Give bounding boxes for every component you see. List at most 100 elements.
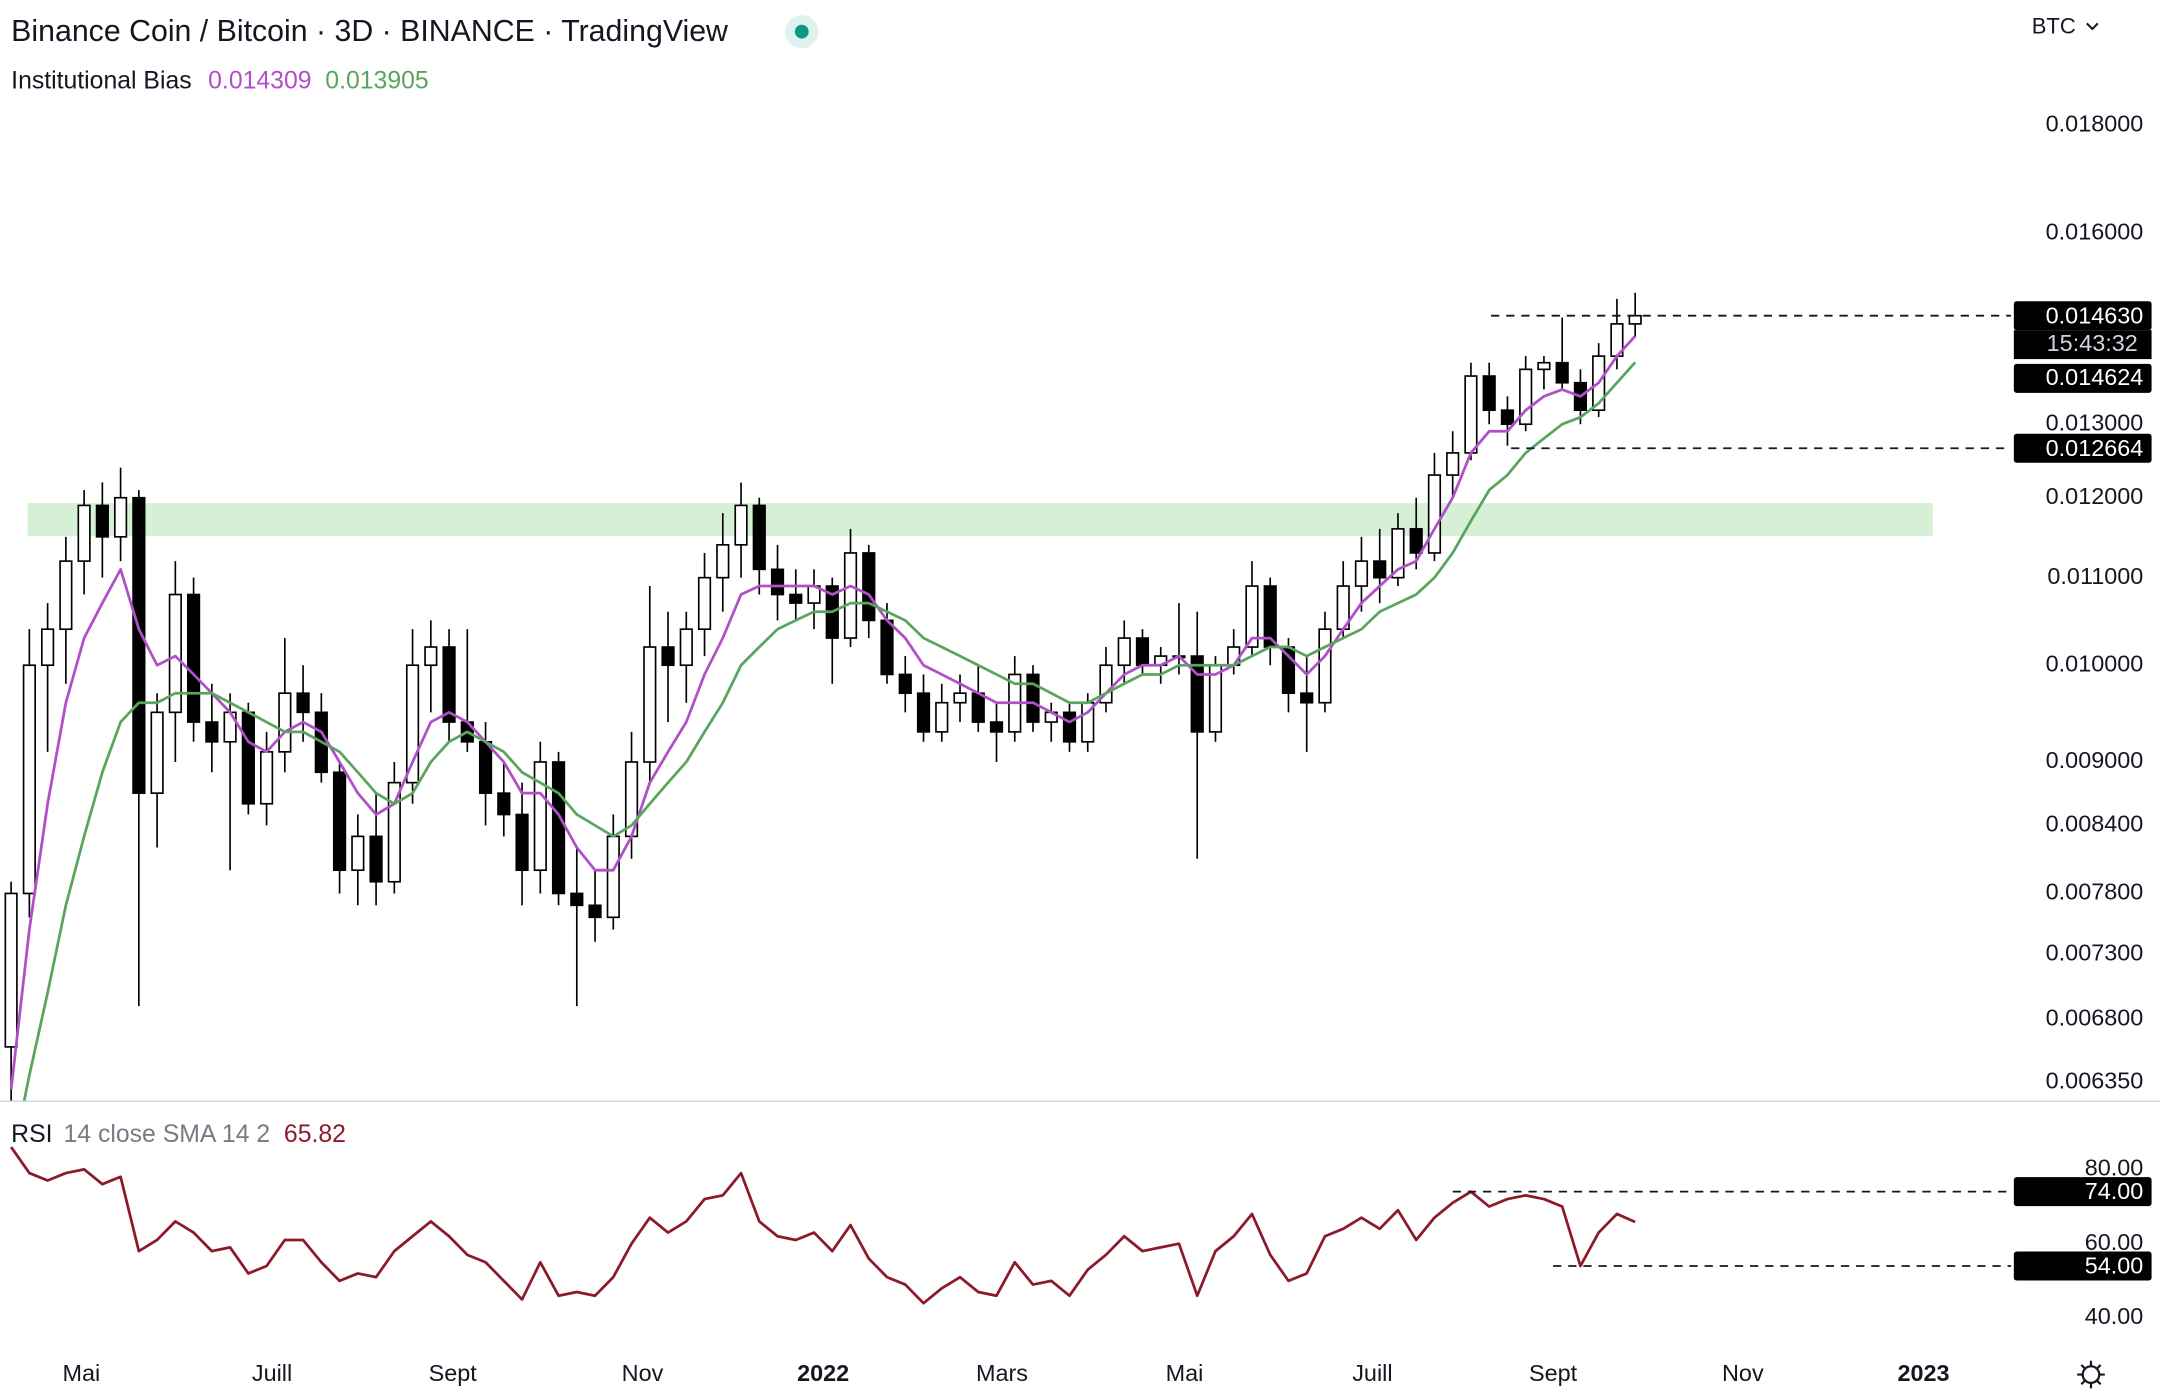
rsi-legend: RSI 14 close SMA 14 2 65.82: [11, 1120, 346, 1147]
candle-body: [570, 892, 584, 907]
candle-body: [387, 781, 401, 883]
x-tick-label: Mai: [1166, 1360, 1204, 1386]
candle-body: [971, 692, 985, 723]
candle-body: [259, 751, 274, 805]
x-tick-label: Mars: [976, 1360, 1028, 1386]
price-marker-box: [2013, 363, 2152, 393]
candle-body: [898, 673, 912, 695]
candle-body: [862, 552, 876, 622]
currency-chevron[interactable]: [2086, 22, 2099, 31]
y-tick-label: 0.007300: [2046, 939, 2144, 965]
y-tick-label: 0.013000: [2046, 409, 2144, 435]
level-label-box: [2013, 433, 2152, 463]
rsi-plot: [9, 1146, 1636, 1305]
candle-body: [752, 504, 766, 571]
candle-body: [40, 628, 55, 667]
series-line: [22, 361, 1637, 1101]
rsi-value: 65.82: [284, 1120, 346, 1147]
currency-selector[interactable]: BTC: [2032, 13, 2076, 38]
indicator-value: 0.013905: [325, 67, 428, 94]
x-tick-label: 2022: [797, 1360, 849, 1386]
candle-body: [533, 761, 547, 872]
candle-body: [716, 544, 730, 579]
level-label-box: [2013, 301, 2152, 331]
y-tick-label: 0.016000: [2046, 219, 2144, 245]
candle-body: [551, 761, 566, 895]
candle-body: [643, 646, 657, 763]
candle-body: [1555, 361, 1569, 384]
candle-body: [1318, 628, 1332, 704]
series-line: [9, 1146, 1636, 1305]
candle-body: [59, 560, 73, 631]
axes: 0.018000 0.016000 0.013000 0.012000 0.011000…: [63, 110, 2152, 1386]
candle-body: [95, 504, 109, 538]
candle-body: [880, 619, 894, 676]
candle-body: [1537, 361, 1551, 371]
level-label: 54.00: [2085, 1253, 2144, 1279]
rsi-name: RSI: [11, 1120, 52, 1147]
x-tick-label: Nov: [1722, 1360, 1764, 1386]
y-tick-label: 0.011000: [2047, 563, 2143, 589]
y-tick-label: 0.012000: [2046, 483, 2144, 509]
candle-body: [515, 813, 529, 872]
y-tick-label: 0.009000: [2046, 747, 2144, 773]
price-plot: [4, 292, 1933, 1101]
y-tick-label: 0.010000: [2046, 650, 2144, 676]
candle-body: [1628, 314, 1642, 325]
candle-body: [1500, 409, 1515, 426]
candle-body: [205, 721, 219, 743]
candle-body: [1135, 637, 1150, 667]
candle-body: [1300, 692, 1314, 704]
candle-body: [1427, 474, 1442, 554]
x-tick-label: Juill: [252, 1360, 292, 1386]
candle-body: [497, 792, 511, 816]
candle-body: [697, 576, 712, 631]
candle-body: [843, 552, 858, 639]
x-tick-label: Juill: [1352, 1360, 1392, 1386]
y-tick-label: 0.007800: [2046, 879, 2144, 905]
candle-body: [679, 628, 693, 667]
candle-body: [478, 740, 493, 794]
y-tick-label: 0.006350: [2046, 1068, 2144, 1094]
candle-body: [770, 568, 785, 596]
x-tick-label: Nov: [622, 1360, 664, 1386]
status-dot: [794, 24, 809, 39]
candle-body: [278, 692, 292, 753]
x-tick-label: Mai: [63, 1360, 101, 1386]
countdown-label: 15:43:32: [2047, 330, 2138, 356]
support-zone: [27, 503, 1933, 537]
level-label-box: [2013, 1177, 2152, 1207]
x-tick-label: Sept: [1529, 1360, 1578, 1386]
level-label: 0.014630: [2046, 302, 2144, 328]
settings-icon[interactable]: [2077, 1360, 2105, 1389]
candle-body: [113, 496, 128, 538]
level-label: 74.00: [2085, 1178, 2144, 1204]
y-tick-label: 40.00: [2085, 1303, 2144, 1329]
candle-body: [1245, 585, 1259, 648]
candle-body: [4, 892, 18, 1048]
indicator-name: Institutional Bias: [11, 67, 191, 94]
indicator-legend: Institutional Bias 0.014309 0.013905: [11, 67, 429, 94]
candle-body: [606, 835, 620, 919]
y-tick-label: 0.008400: [2046, 811, 2144, 837]
y-tick-label: 0.018000: [2046, 110, 2144, 136]
candle-body: [150, 711, 164, 794]
candle-body: [935, 701, 949, 733]
x-tick-label: Sept: [429, 1360, 478, 1386]
candle-body: [1099, 664, 1113, 704]
candle-body: [296, 692, 310, 714]
candle-body: [241, 711, 255, 805]
candle-body: [989, 721, 1004, 733]
candle-body: [789, 593, 803, 604]
candle-body: [168, 593, 182, 714]
candle-body: [1391, 528, 1405, 579]
candle-body: [1519, 368, 1533, 426]
candle-body: [405, 664, 420, 784]
candle-body: [442, 646, 456, 723]
candle-body: [588, 904, 602, 919]
candle-body: [1062, 711, 1077, 743]
candle-body: [916, 692, 931, 733]
level-label-box: [2013, 1251, 2152, 1281]
rsi-params: 14 close SMA 14 2: [64, 1120, 271, 1147]
